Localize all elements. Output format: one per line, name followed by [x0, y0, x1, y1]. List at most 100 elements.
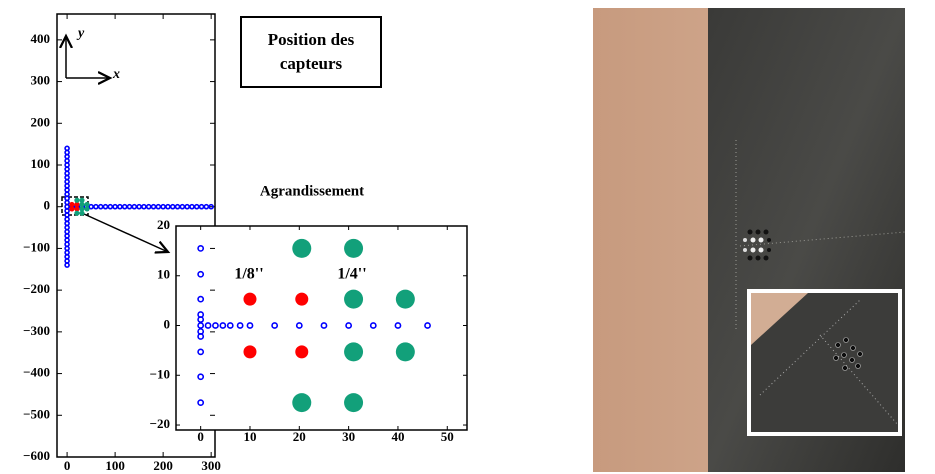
sensor-point	[79, 206, 85, 212]
sensor-point	[126, 203, 133, 210]
sensor-point	[107, 203, 114, 210]
sensor-point	[271, 322, 279, 329]
y-tick-label: 200	[31, 114, 51, 129]
sensor-point	[219, 322, 227, 329]
sensor-point	[74, 206, 80, 212]
sensor-point	[197, 333, 205, 340]
sensor-point	[131, 203, 138, 210]
sensor-point	[79, 197, 85, 203]
sensor-point	[424, 322, 431, 329]
x-tick-label: 300	[201, 458, 221, 473]
y-tick-label: −20	[150, 416, 170, 431]
x-tick-label: 50	[441, 429, 454, 444]
sensor-point	[197, 270, 205, 278]
sensor-point	[243, 345, 257, 359]
sensor-point	[197, 244, 205, 252]
main-title: Position des capteurs	[240, 16, 382, 88]
sensor-point	[74, 210, 80, 216]
x-tick-label: 100	[105, 458, 125, 473]
sensor-point	[84, 206, 90, 212]
zoom-region	[61, 196, 89, 216]
y-tick-label: 300	[31, 73, 51, 88]
sensor-point	[236, 322, 244, 329]
sensor-point	[64, 145, 70, 152]
sensor-line	[759, 299, 861, 396]
sensor-point	[174, 203, 181, 210]
sensor-point	[394, 322, 402, 329]
sensor-point	[345, 322, 353, 329]
y-tick-label: 100	[31, 156, 51, 171]
sensor-point	[226, 322, 234, 329]
sensor-point	[320, 322, 328, 329]
sensor-point	[193, 203, 200, 210]
sensor-point	[179, 203, 186, 210]
sensor-point	[208, 203, 214, 210]
x-tick-label: 0	[64, 458, 71, 473]
photo-inset-wall	[751, 293, 808, 345]
sensor-point	[64, 203, 70, 210]
sensor-point	[204, 322, 212, 329]
sensor-point	[344, 342, 364, 362]
sensor-point	[117, 203, 123, 210]
sensor-point	[295, 345, 309, 359]
y-tick-label: −100	[23, 239, 50, 254]
sensor-point	[74, 201, 80, 208]
sensor-point	[344, 393, 364, 413]
x-arrow-label: x	[112, 67, 120, 82]
sensor-point	[198, 203, 205, 210]
y-tick-label: 400	[31, 31, 51, 46]
sensor-point	[79, 210, 85, 216]
x-tick-label: 0	[197, 429, 204, 444]
sensor-point	[184, 203, 190, 210]
sensor-point	[112, 203, 118, 210]
photo-inset-holes	[833, 337, 863, 371]
zoom-arrow	[83, 213, 168, 252]
sensor-point	[292, 393, 312, 413]
sensor-point	[141, 203, 147, 210]
x-tick-label: 30	[342, 429, 355, 444]
sensor-point	[79, 201, 85, 208]
y-tick-label: 20	[157, 217, 170, 232]
x-tick-label: 40	[391, 429, 404, 444]
series-label: 1/8''	[234, 266, 263, 283]
sensor-point	[243, 292, 257, 306]
sensor-point	[88, 203, 94, 210]
y-tick-label: −600	[23, 448, 50, 463]
sensor-point	[292, 238, 312, 258]
sensor-point	[344, 289, 364, 309]
inset-title: Agrandissement	[260, 183, 364, 199]
sensor-point	[102, 203, 109, 210]
sensor-point	[197, 373, 205, 381]
y-tick-label: −400	[23, 365, 50, 380]
sensor-point	[97, 203, 104, 210]
sensor-point	[212, 322, 219, 329]
x-tick-label: 20	[293, 429, 306, 444]
y-tick-label: −200	[23, 281, 50, 296]
sensor-point	[395, 342, 415, 362]
y-tick-label: −300	[23, 323, 50, 338]
sensor-point	[160, 203, 166, 210]
sensor-point	[150, 203, 157, 210]
sensor-point	[295, 322, 303, 329]
sensor-point	[197, 348, 205, 356]
sensor-point	[69, 206, 75, 212]
inset-plot-frame	[175, 225, 468, 431]
sensor-point	[197, 295, 205, 303]
x-tick-label: 200	[153, 458, 173, 473]
sensor-point	[203, 203, 210, 210]
photo	[593, 8, 906, 472]
sensor-point	[189, 203, 195, 210]
sensor-point	[84, 201, 90, 208]
y-tick-label: −500	[23, 406, 50, 421]
series-label: 1/4''	[337, 266, 366, 283]
x-tick-label: 10	[243, 429, 256, 444]
sensor-point	[136, 203, 142, 210]
sensor-point	[121, 203, 128, 210]
sensor-point	[145, 203, 152, 210]
sensor-point	[93, 203, 99, 210]
sensor-point	[197, 399, 205, 407]
sensor-point	[169, 203, 176, 210]
sensor-point	[74, 197, 80, 203]
